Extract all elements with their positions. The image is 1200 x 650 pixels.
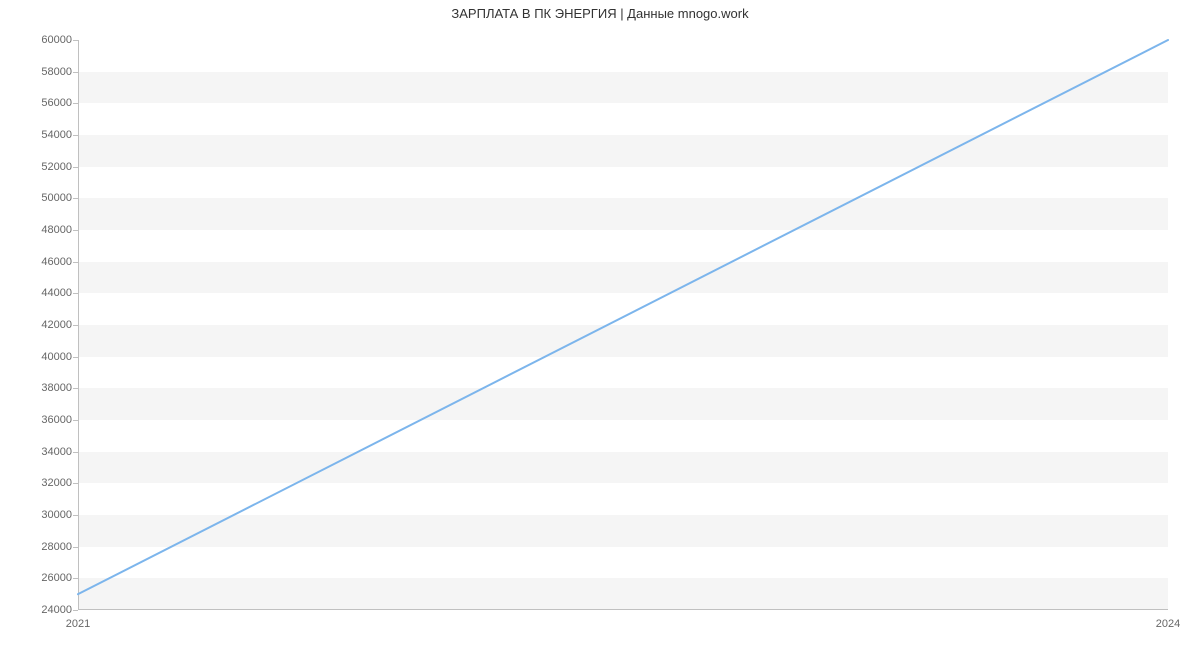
y-tick-mark: [73, 483, 78, 484]
y-tick-mark: [73, 357, 78, 358]
y-tick-mark: [73, 103, 78, 104]
y-tick-mark: [73, 452, 78, 453]
y-tick-mark: [73, 167, 78, 168]
chart-title: ЗАРПЛАТА В ПК ЭНЕРГИЯ | Данные mnogo.wor…: [0, 6, 1200, 21]
chart-container: ЗАРПЛАТА В ПК ЭНЕРГИЯ | Данные mnogo.wor…: [0, 0, 1200, 650]
y-tick-mark: [73, 515, 78, 516]
y-tick-mark: [73, 578, 78, 579]
y-tick-mark: [73, 325, 78, 326]
y-tick-mark: [73, 198, 78, 199]
plot-area: 2400026000280003000032000340003600038000…: [78, 40, 1168, 610]
x-tick-label: 2021: [66, 610, 90, 630]
y-tick-mark: [73, 72, 78, 73]
series-line-salary: [78, 40, 1168, 594]
y-tick-mark: [73, 547, 78, 548]
line-layer: [78, 40, 1168, 610]
y-tick-mark: [73, 40, 78, 41]
y-tick-mark: [73, 420, 78, 421]
y-tick-mark: [73, 293, 78, 294]
y-tick-mark: [73, 135, 78, 136]
x-tick-label: 2024: [1156, 610, 1180, 630]
y-tick-mark: [73, 388, 78, 389]
y-tick-mark: [73, 230, 78, 231]
y-tick-mark: [73, 262, 78, 263]
